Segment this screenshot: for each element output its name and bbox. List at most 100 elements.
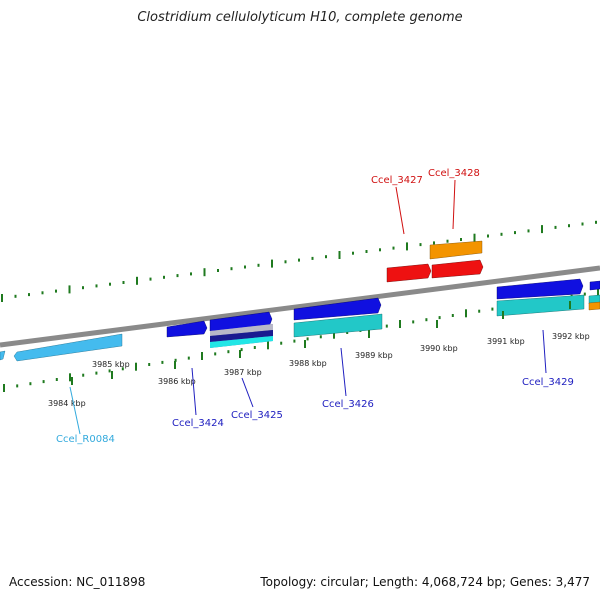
scale-tick	[82, 286, 84, 290]
scale-tick	[325, 255, 327, 259]
scale-tick	[583, 292, 586, 296]
scale-tick	[541, 225, 543, 234]
scale-tick	[244, 265, 246, 269]
gene-labels: Ccel_R0084 Ccel_3424 Ccel_3425 Ccel_3426…	[56, 168, 574, 445]
gene-ccel-3424[interactable]	[166, 320, 208, 338]
scale-tick	[214, 352, 217, 356]
scale-tick	[487, 234, 489, 238]
kbp-label: 3984 kbp	[48, 399, 86, 408]
scale-tick	[419, 243, 422, 247]
scale-tick	[121, 367, 124, 371]
scale-tick	[42, 380, 45, 384]
scale-tick	[203, 268, 206, 277]
scale-tick	[438, 316, 441, 320]
gene-ccel-3425-band-grey	[210, 324, 273, 336]
gene-edge-right[interactable]	[589, 280, 600, 291]
scale-tick	[230, 267, 233, 271]
rna-ccel-r0084[interactable]	[13, 333, 123, 362]
scale-tick	[319, 335, 322, 339]
kbp-label: 3987 kbp	[224, 368, 262, 377]
leader-line	[452, 179, 456, 230]
scale-tick	[55, 289, 57, 293]
scale-tick	[3, 384, 5, 392]
scale-tick	[333, 330, 335, 339]
scale-tick	[14, 294, 17, 298]
scale-tick	[568, 224, 570, 228]
scale-tick	[379, 248, 381, 252]
kbp-scale: 3984 kbp 3985 kbp 3986 kbp 3987 kbp 3988…	[48, 301, 590, 408]
scale-tick	[346, 331, 349, 334]
scale-tick	[446, 239, 449, 243]
scale-tick	[253, 346, 256, 349]
kbp-label: 3985 kbp	[92, 360, 130, 369]
kbp-label: 3992 kbp	[552, 332, 590, 341]
scale-tick	[306, 337, 309, 341]
gene-ccel-3426[interactable]	[293, 297, 382, 321]
scale-tick	[465, 309, 467, 318]
gene-cyan-2[interactable]	[496, 294, 585, 317]
gene-ccel-3428[interactable]	[429, 240, 483, 260]
scale-tick	[597, 288, 599, 296]
gene-ccel-3428-lower[interactable]	[431, 259, 484, 279]
scale-tick	[338, 251, 341, 259]
scale-tick	[491, 307, 494, 311]
scale-tick	[392, 246, 395, 250]
scale-tick	[109, 282, 111, 286]
kbp-label: 3990 kbp	[420, 344, 458, 353]
scale-tick	[227, 350, 230, 354]
scale-tick	[451, 314, 454, 317]
gene-label-ccel-r0084[interactable]: Ccel_R0084	[56, 434, 115, 445]
scale-tick	[190, 272, 192, 276]
scale-tick	[16, 384, 19, 388]
scale-tick	[412, 320, 415, 324]
gene-label-ccel-3427[interactable]: Ccel_3427	[371, 175, 423, 186]
scale-tick	[352, 251, 354, 255]
scale-tick	[399, 320, 401, 328]
leader-line	[69, 386, 81, 435]
scale-tick	[365, 250, 368, 253]
gene-label-ccel-3428[interactable]: Ccel_3428	[428, 168, 480, 179]
leader-line	[395, 186, 405, 235]
gene-edge-left[interactable]	[0, 350, 6, 361]
gene-cyan-1[interactable]	[293, 313, 383, 338]
scale-tick	[298, 258, 300, 262]
minor-ticks-upper	[1, 220, 597, 302]
accession-text: Accession: NC_011898	[9, 575, 146, 589]
scale-tick	[163, 275, 165, 279]
scale-tick	[280, 341, 283, 345]
scale-tick	[267, 341, 269, 350]
gene-label-ccel-3425[interactable]: Ccel_3425	[231, 410, 283, 421]
gene-edge-right-orange[interactable]	[588, 301, 600, 311]
scale-tick	[460, 238, 462, 241]
scale-tick	[68, 285, 71, 294]
kbp-label: 3991 kbp	[487, 337, 525, 346]
kbp-label: 3986 kbp	[158, 377, 196, 386]
gene-ccel-3427[interactable]	[386, 263, 432, 283]
scale-tick	[257, 263, 260, 267]
scale-tick	[82, 373, 85, 377]
scale-tick	[69, 373, 71, 382]
scale-tick	[41, 291, 44, 295]
gene-ccel-3425-band-navy	[210, 330, 273, 342]
gene-features	[0, 240, 600, 362]
scale-tick	[406, 242, 408, 251]
gene-label-ccel-3424[interactable]: Ccel_3424	[172, 418, 224, 429]
gene-label-ccel-3429[interactable]: Ccel_3429	[522, 377, 574, 388]
gene-label-ccel-3426[interactable]: Ccel_3426	[322, 399, 374, 410]
scale-tick	[136, 276, 138, 285]
scale-tick	[161, 360, 164, 364]
gene-ccel-3429[interactable]	[496, 278, 584, 300]
scale-tick	[425, 318, 428, 322]
scale-tick	[240, 348, 243, 352]
scale-tick	[311, 256, 314, 260]
scale-tick	[385, 324, 388, 328]
leader-line	[542, 329, 547, 374]
scale-tick	[554, 225, 557, 229]
gene-edge-right-cyan[interactable]	[588, 294, 600, 305]
scale-tick	[284, 260, 287, 264]
kbp-label: 3989 kbp	[355, 351, 393, 360]
scale-tick	[135, 362, 137, 371]
scale-tick	[149, 277, 152, 281]
genome-summary-text: Topology: circular; Length: 4,068,724 bp…	[260, 575, 590, 589]
